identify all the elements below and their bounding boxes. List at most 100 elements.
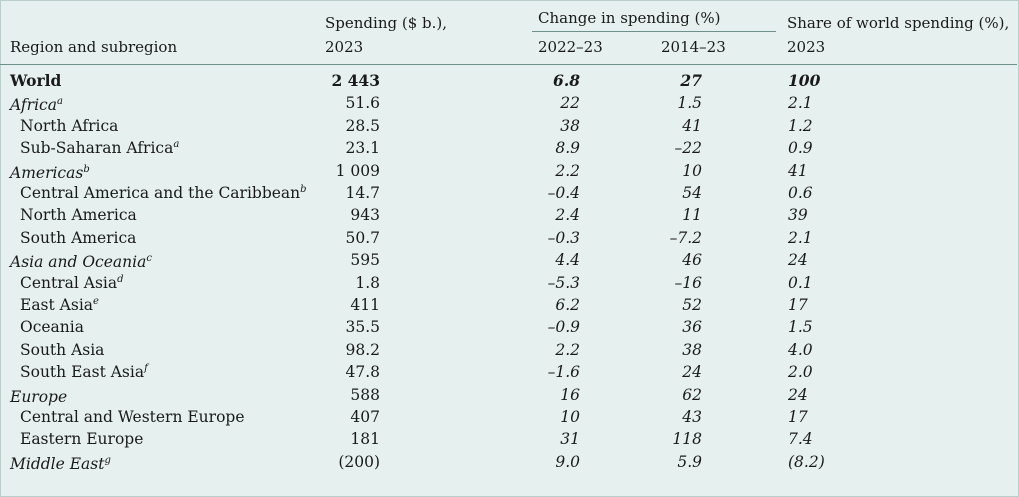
share-value: 1.5 <box>788 318 813 336</box>
change-2022-23-value: 9.0 <box>555 453 580 471</box>
header-change-rule <box>532 31 776 32</box>
footnote-marker: a <box>173 139 180 150</box>
share-value: 17 <box>788 408 808 426</box>
change-2022-23-value: 8.9 <box>555 139 580 157</box>
share-value: 2.1 <box>788 229 813 247</box>
header-share-line2: 2023 <box>787 38 826 56</box>
footnote-marker: f <box>144 363 148 374</box>
spending-value: 98.2 <box>345 341 380 359</box>
share-value: 0.6 <box>788 184 813 202</box>
row-label: Oceania <box>20 318 84 336</box>
row-label: World <box>10 72 61 90</box>
spending-value: 588 <box>350 386 380 404</box>
row-label-text: Asia and Oceania <box>10 253 147 271</box>
change-2022-23-value: 31 <box>560 430 580 448</box>
change-2022-23-value: 6.8 <box>553 71 580 90</box>
share-value: 7.4 <box>788 430 813 448</box>
change-2022-23-value: 6.2 <box>555 296 580 314</box>
change-2014-23-value: 5.9 <box>677 453 702 471</box>
header-spending-line1: Spending ($ b.), <box>325 14 447 32</box>
change-2014-23-value: 62 <box>682 386 702 404</box>
header-period-2022-23: 2022–23 <box>538 38 603 56</box>
row-label-text: Oceania <box>20 318 84 336</box>
spending-value: 943 <box>350 206 380 224</box>
change-2014-23-value: 41 <box>682 117 702 135</box>
change-2014-23-value: 54 <box>682 184 702 202</box>
spending-value: 1 009 <box>335 162 380 180</box>
header-period-2014-23: 2014–23 <box>661 38 726 56</box>
share-value: 2.0 <box>788 363 813 381</box>
row-label: East Asiae <box>20 296 99 314</box>
spending-value: 51.6 <box>345 94 380 112</box>
change-2022-23-value: 2.2 <box>555 162 580 180</box>
row-label-text: North America <box>20 206 137 224</box>
change-2014-23-value: –16 <box>674 274 702 292</box>
share-value: 24 <box>788 251 808 269</box>
spending-value: 407 <box>350 408 380 426</box>
share-value: 0.1 <box>788 274 813 292</box>
spending-value: 595 <box>350 251 380 269</box>
change-2022-23-value: 2.4 <box>555 206 580 224</box>
change-2022-23-value: 2.2 <box>555 341 580 359</box>
change-2014-23-value: 38 <box>682 341 702 359</box>
spending-value: 2 443 <box>331 71 380 90</box>
row-label-text: South America <box>20 229 137 247</box>
share-value: (8.2) <box>788 453 825 471</box>
change-2022-23-value: –1.6 <box>547 363 580 381</box>
row-label: Africaa <box>10 96 63 114</box>
change-2022-23-value: 22 <box>560 94 580 112</box>
row-label-text: South Asia <box>20 341 105 359</box>
share-value: 0.9 <box>788 139 813 157</box>
row-label: Central America and the Caribbeanb <box>20 184 307 202</box>
change-2014-23-value: 46 <box>682 251 702 269</box>
spending-value: 47.8 <box>345 363 380 381</box>
change-2022-23-value: 38 <box>560 117 580 135</box>
header-region: Region and subregion <box>10 38 178 56</box>
footnote-marker: c <box>146 253 152 264</box>
change-2014-23-value: 52 <box>682 296 702 314</box>
change-2014-23-value: –22 <box>674 139 702 157</box>
share-value: 39 <box>788 206 808 224</box>
row-label: Central Asiad <box>20 274 124 292</box>
change-2014-23-value: 36 <box>682 318 702 336</box>
row-label: Europe <box>10 388 67 406</box>
row-label: South America <box>20 229 136 247</box>
row-label-text: Central and Western Europe <box>20 408 245 426</box>
share-value: 41 <box>788 162 808 180</box>
share-value: 24 <box>788 386 808 404</box>
change-2014-23-value: 24 <box>682 363 702 381</box>
spending-value: 1.8 <box>355 274 380 292</box>
change-2022-23-value: 10 <box>560 408 580 426</box>
row-label-text: Eastern Europe <box>20 430 144 448</box>
change-2014-23-value: 43 <box>682 408 702 426</box>
row-label-text: South East Asia <box>20 363 145 381</box>
spending-value: 28.5 <box>345 117 380 135</box>
footnote-marker: e <box>93 296 99 307</box>
row-label-text: Central America and the Caribbean <box>20 184 301 202</box>
spending-value: 35.5 <box>345 318 380 336</box>
change-2022-23-value: –5.3 <box>547 274 580 292</box>
change-2014-23-value: 118 <box>672 430 702 448</box>
row-label-text: East Asia <box>20 296 94 314</box>
footnote-marker: g <box>104 455 111 466</box>
row-label: Sub-Saharan Africaa <box>20 139 179 157</box>
header-spending-line2: 2023 <box>325 38 364 56</box>
row-label: South Asia <box>20 341 104 359</box>
change-2014-23-value: 27 <box>680 71 702 90</box>
change-2014-23-value: 10 <box>682 162 702 180</box>
change-2022-23-value: 4.4 <box>555 251 580 269</box>
share-value: 17 <box>788 296 808 314</box>
row-label-text: Middle East <box>10 455 105 473</box>
share-value: 100 <box>788 71 821 90</box>
share-value: 4.0 <box>788 341 813 359</box>
row-label-text: North Africa <box>20 117 119 135</box>
change-2014-23-value: 1.5 <box>677 94 702 112</box>
row-label: Asia and Oceaniac <box>10 253 152 271</box>
change-2014-23-value: –7.2 <box>669 229 702 247</box>
footnote-marker: b <box>300 184 307 195</box>
change-2022-23-value: –0.3 <box>547 229 580 247</box>
row-label: Middle Eastg <box>10 455 111 473</box>
spending-value: 23.1 <box>345 139 380 157</box>
spending-value: (200) <box>338 453 380 471</box>
row-label-text: World <box>10 71 62 90</box>
